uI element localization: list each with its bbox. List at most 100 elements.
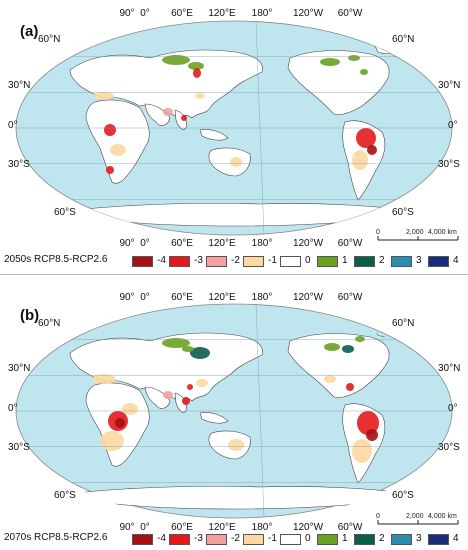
latitude-label: 30°N xyxy=(438,80,460,91)
map-body xyxy=(15,303,453,519)
legend-label: 4 xyxy=(453,533,459,544)
right-latitude-labels: 60°N 30°N 0° 30°S 60°S xyxy=(392,318,460,501)
latitude-label: 30°N xyxy=(8,363,30,374)
latitude-label: 30°S xyxy=(438,159,460,170)
change-patch xyxy=(228,439,244,451)
latitude-label: 30°S xyxy=(8,442,30,453)
scale-bar: 0 2,000 4,000 km xyxy=(376,229,459,241)
longitude-label: 60°E xyxy=(171,522,193,530)
legend-swatch xyxy=(132,534,153,545)
change-patch xyxy=(352,439,372,463)
longitude-label: 180° xyxy=(252,292,273,303)
change-patch xyxy=(324,343,340,351)
latitude-label: 60°N xyxy=(38,34,60,45)
legend-swatch xyxy=(317,256,338,267)
latitude-label: 30°S xyxy=(438,442,460,453)
legend-title: 2050s RCP8.5-RCP2.6 xyxy=(4,254,108,265)
latitude-label: 60°N xyxy=(392,34,414,45)
legend-label: 1 xyxy=(342,255,348,266)
legend-b: 2070s RCP8.5-RCP2.6 -4 -3 -2 -1 0 1 2 3 4 xyxy=(0,530,468,550)
change-patch xyxy=(182,397,190,405)
top-longitude-labels: 90° 0° 60°E 120°E 180° 120°W 60°W xyxy=(119,8,362,19)
latitude-label: 60°N xyxy=(392,318,414,329)
landmass xyxy=(144,386,171,409)
legend-label: -3 xyxy=(194,255,203,266)
change-patch xyxy=(100,431,124,451)
change-patch xyxy=(94,92,114,100)
longitude-label: 90° xyxy=(119,8,134,19)
legend-label: -4 xyxy=(157,255,166,266)
longitude-label: 90° xyxy=(119,292,134,303)
legend-label: 2 xyxy=(379,533,385,544)
world-map-a: (a) 90° 0° 60°E 120°E 180° 120°W 60°W 90° 0° 60°… xyxy=(8,8,460,249)
change-patch xyxy=(182,346,194,352)
legend-label: -1 xyxy=(268,533,277,544)
legend-label: 0 xyxy=(305,533,311,544)
graticule xyxy=(16,304,452,518)
change-patch xyxy=(188,62,204,70)
legend-swatch xyxy=(354,256,375,267)
landmass xyxy=(208,147,251,177)
legend-swatch xyxy=(354,534,375,545)
legend-swatch xyxy=(428,256,449,267)
longitude-label: 180° xyxy=(252,238,273,249)
legend-label: 3 xyxy=(416,533,422,544)
change-patch xyxy=(355,336,365,342)
latitude-label: 30°N xyxy=(8,80,30,91)
panel-label: (a) xyxy=(20,23,38,40)
landmass xyxy=(199,412,229,424)
change-patch xyxy=(356,128,376,148)
legend-label: 0 xyxy=(305,255,311,266)
graticule xyxy=(16,21,452,235)
legend-swatch xyxy=(317,534,338,545)
longitude-label: 0° xyxy=(140,8,150,19)
change-patch xyxy=(230,157,242,167)
change-patch xyxy=(163,108,173,116)
left-latitude-labels: 60°N 30°N 0° 30°S 60°S xyxy=(8,318,76,501)
longitude-label: 120°E xyxy=(208,8,236,19)
legend-label: -2 xyxy=(231,533,240,544)
change-patch xyxy=(110,144,126,156)
longitude-label: 60°W xyxy=(338,292,363,303)
landmass xyxy=(144,103,171,126)
longitude-label: 120°W xyxy=(293,8,324,19)
world-map-b: (b) 90° 0° 60°E 120°E 180° 120°W 60°W 90° 0° 60°… xyxy=(8,292,460,533)
map-body xyxy=(15,20,453,236)
longitude-label: 60°E xyxy=(171,292,193,303)
legend-swatch xyxy=(243,534,264,545)
longitude-label: 120°W xyxy=(293,238,324,249)
change-patch xyxy=(367,145,377,155)
legend-swatch xyxy=(391,534,412,545)
change-patch xyxy=(193,68,201,78)
longitude-label: 60°E xyxy=(171,8,193,19)
legend-swatch xyxy=(428,534,449,545)
longitude-label: 0° xyxy=(140,522,150,530)
scale-label-0: 0 xyxy=(376,229,380,236)
latitude-label: 0° xyxy=(448,403,458,414)
panel-divider xyxy=(0,274,468,275)
change-patch xyxy=(92,374,116,384)
landmass xyxy=(59,202,421,227)
change-patch xyxy=(195,93,205,99)
latitude-label: 60°S xyxy=(54,490,76,501)
change-patch xyxy=(324,375,336,383)
longitude-label: 90° xyxy=(119,238,134,249)
legend-swatch xyxy=(280,256,301,267)
legend-title: 2070s RCP8.5-RCP2.6 xyxy=(4,532,108,543)
scale-label-4000: 4,000 km xyxy=(428,513,457,520)
legend-swatch xyxy=(206,534,227,545)
latitude-label: 60°N xyxy=(38,318,60,329)
legend-label: -4 xyxy=(157,533,166,544)
legend-swatch xyxy=(132,256,153,267)
legend-label: -3 xyxy=(194,533,203,544)
change-patch xyxy=(162,338,190,348)
right-latitude-labels: 60°N 30°N 0° 30°S 60°S xyxy=(392,34,460,218)
latitude-label: 30°S xyxy=(8,159,30,170)
scale-label-4000: 4,000 km xyxy=(428,229,457,236)
legend-swatch xyxy=(206,256,227,267)
legend-swatch xyxy=(280,534,301,545)
change-patch xyxy=(352,150,368,170)
longitude-label: 120°E xyxy=(208,238,236,249)
landmass xyxy=(287,50,390,115)
latitude-label: 0° xyxy=(8,403,18,414)
